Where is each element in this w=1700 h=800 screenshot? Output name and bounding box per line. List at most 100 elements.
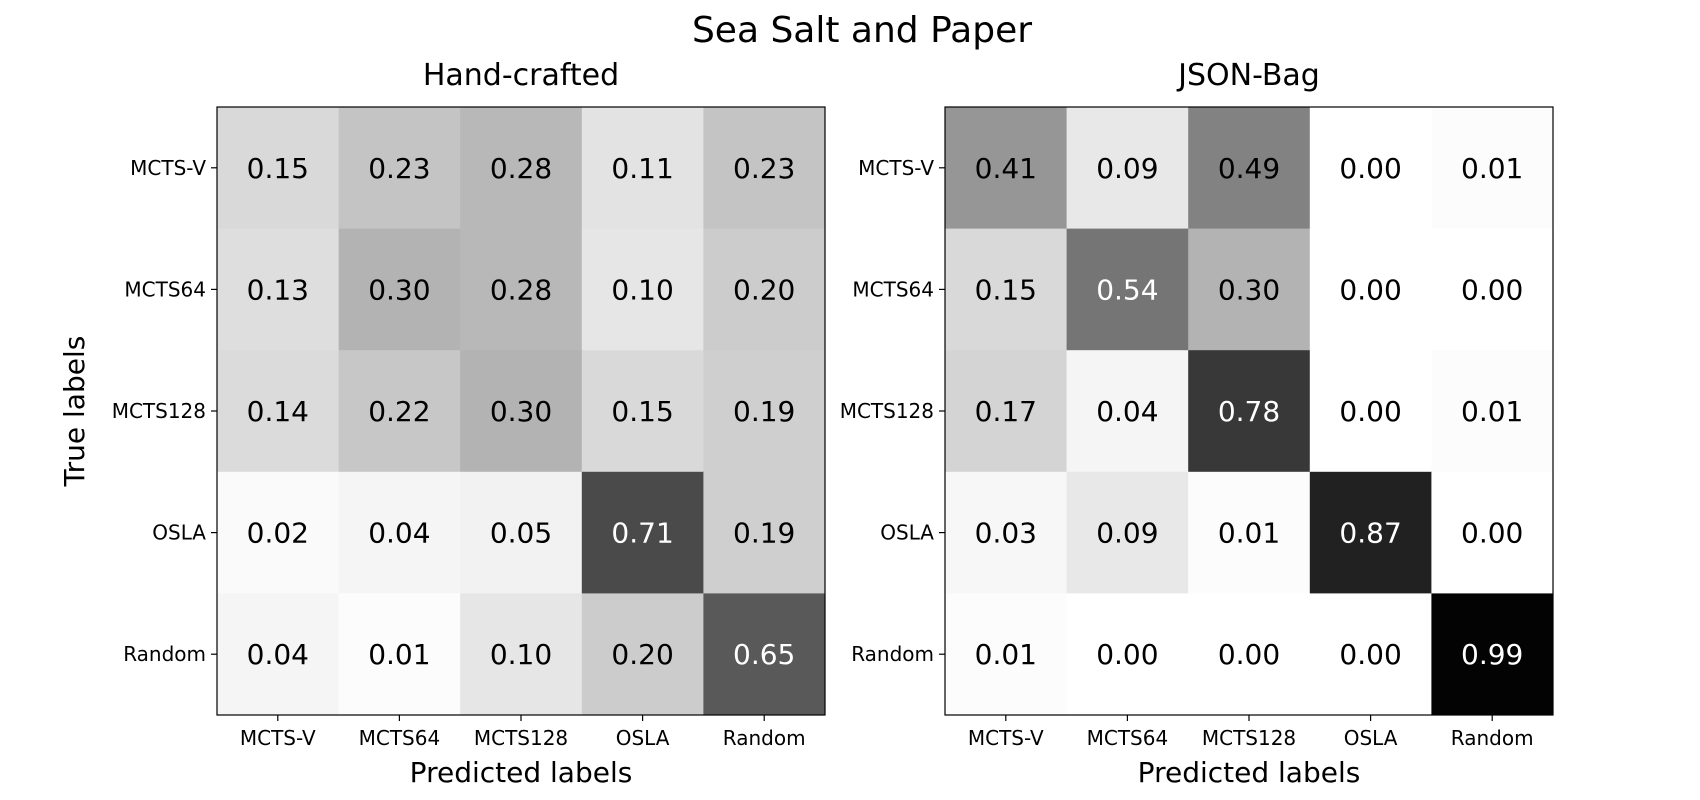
- cell-value-label: 0.87: [1339, 517, 1401, 550]
- heatmap-cell: [338, 107, 461, 230]
- x-axis-label: Predicted labels: [410, 756, 633, 789]
- cell-value-label: 0.15: [611, 395, 673, 428]
- heatmap-cell: [1309, 350, 1432, 473]
- y-tick-label: MCTS64: [124, 277, 206, 301]
- heatmap-cell: [217, 593, 340, 716]
- heatmap-cell: [945, 350, 1068, 473]
- heatmap-cell: [1431, 471, 1554, 594]
- heatmap-cell: [581, 593, 704, 716]
- cell-value-label: 0.49: [1218, 152, 1280, 185]
- heatmap-cell: [703, 593, 826, 716]
- heatmap-cell: [1188, 593, 1311, 716]
- cell-value-label: 0.09: [1096, 517, 1158, 550]
- heatmap-cell: [703, 228, 826, 351]
- heatmap-cell: [581, 471, 704, 594]
- cell-value-label: 0.01: [368, 638, 430, 671]
- heatmap-cell: [1066, 228, 1189, 351]
- heatmap-cell: [1309, 228, 1432, 351]
- heatmap-cell: [1066, 350, 1189, 473]
- heatmap-cell: [1431, 107, 1554, 230]
- heatmap-cell: [1431, 228, 1554, 351]
- heatmap-cell: [581, 107, 704, 230]
- cell-value-label: 0.99: [1461, 638, 1523, 671]
- cell-value-label: 0.04: [247, 638, 309, 671]
- cell-value-label: 0.28: [490, 152, 552, 185]
- panel-title: Hand-crafted: [423, 58, 619, 93]
- heatmap-cell: [338, 593, 461, 716]
- cell-value-label: 0.65: [733, 638, 795, 671]
- cell-value-label: 0.00: [1461, 273, 1523, 306]
- heatmap-cell: [945, 228, 1068, 351]
- cell-value-label: 0.03: [975, 517, 1037, 550]
- cell-value-label: 0.00: [1461, 517, 1523, 550]
- y-tick-label: MCTS-V: [130, 156, 206, 180]
- heatmap-cell: [217, 107, 340, 230]
- cell-value-label: 0.19: [733, 517, 795, 550]
- y-tick-label: MCTS64: [852, 277, 934, 301]
- panel-title: JSON-Bag: [1176, 58, 1320, 93]
- cell-value-label: 0.14: [247, 395, 309, 428]
- cell-value-label: 0.71: [611, 517, 673, 550]
- heatmap-cell: [581, 228, 704, 351]
- heatmap-cell: [703, 107, 826, 230]
- cell-value-label: 0.09: [1096, 152, 1158, 185]
- cell-value-label: 0.00: [1339, 152, 1401, 185]
- heatmap-cell: [703, 350, 826, 473]
- heatmap-cell: [1188, 107, 1311, 230]
- heatmap-cell: [1309, 593, 1432, 716]
- cell-value-label: 0.30: [1218, 273, 1280, 306]
- cell-value-label: 0.04: [1096, 395, 1158, 428]
- cell-value-label: 0.20: [733, 273, 795, 306]
- heatmap-cell: [217, 350, 340, 473]
- x-tick-label: MCTS-V: [968, 726, 1044, 750]
- x-tick-label: MCTS64: [1087, 726, 1169, 750]
- heatmap-cell: [217, 228, 340, 351]
- y-tick-label: OSLA: [880, 521, 934, 545]
- heatmap-cell: [460, 471, 583, 594]
- heatmap-cell: [1188, 228, 1311, 351]
- x-tick-label: Random: [723, 726, 806, 750]
- y-tick-label: MCTS128: [112, 399, 206, 423]
- heatmap-cell: [945, 107, 1068, 230]
- heatmap-cell: [338, 228, 461, 351]
- heatmap-cell: [945, 471, 1068, 594]
- cell-value-label: 0.04: [368, 517, 430, 550]
- cell-value-label: 0.19: [733, 395, 795, 428]
- heatmap-cell: [1309, 471, 1432, 594]
- x-axis-label: Predicted labels: [1138, 756, 1361, 789]
- cell-value-label: 0.10: [611, 273, 673, 306]
- x-tick-label: MCTS128: [474, 726, 568, 750]
- x-tick-label: MCTS128: [1202, 726, 1296, 750]
- cell-value-label: 0.22: [368, 395, 430, 428]
- x-tick-label: OSLA: [1344, 726, 1398, 750]
- cell-value-label: 0.01: [975, 638, 1037, 671]
- heatmap-cell: [1188, 471, 1311, 594]
- cell-value-label: 0.13: [247, 273, 309, 306]
- cell-value-label: 0.23: [733, 152, 795, 185]
- heatmap-cell: [1066, 471, 1189, 594]
- heatmap-cell: [1188, 350, 1311, 473]
- cell-value-label: 0.01: [1218, 517, 1280, 550]
- x-tick-label: Random: [1451, 726, 1534, 750]
- heatmap-cell: [1431, 593, 1554, 716]
- heatmap-cell: [460, 593, 583, 716]
- cell-value-label: 0.11: [611, 152, 673, 185]
- cell-value-label: 0.00: [1218, 638, 1280, 671]
- heatmap-cell: [338, 471, 461, 594]
- cell-value-label: 0.15: [247, 152, 309, 185]
- heatmap-cell: [217, 471, 340, 594]
- y-tick-label: MCTS-V: [858, 156, 934, 180]
- cell-value-label: 0.23: [368, 152, 430, 185]
- cell-value-label: 0.15: [975, 273, 1037, 306]
- heatmap-cell: [1309, 107, 1432, 230]
- cell-value-label: 0.30: [368, 273, 430, 306]
- cell-value-label: 0.10: [490, 638, 552, 671]
- cell-value-label: 0.00: [1339, 638, 1401, 671]
- cell-value-label: 0.02: [247, 517, 309, 550]
- heatmap-cell: [1066, 593, 1189, 716]
- figure-title: Sea Salt and Paper: [692, 10, 1032, 51]
- heatmap-cell: [460, 107, 583, 230]
- heatmap-cell: [945, 593, 1068, 716]
- heatmap-cell: [1431, 350, 1554, 473]
